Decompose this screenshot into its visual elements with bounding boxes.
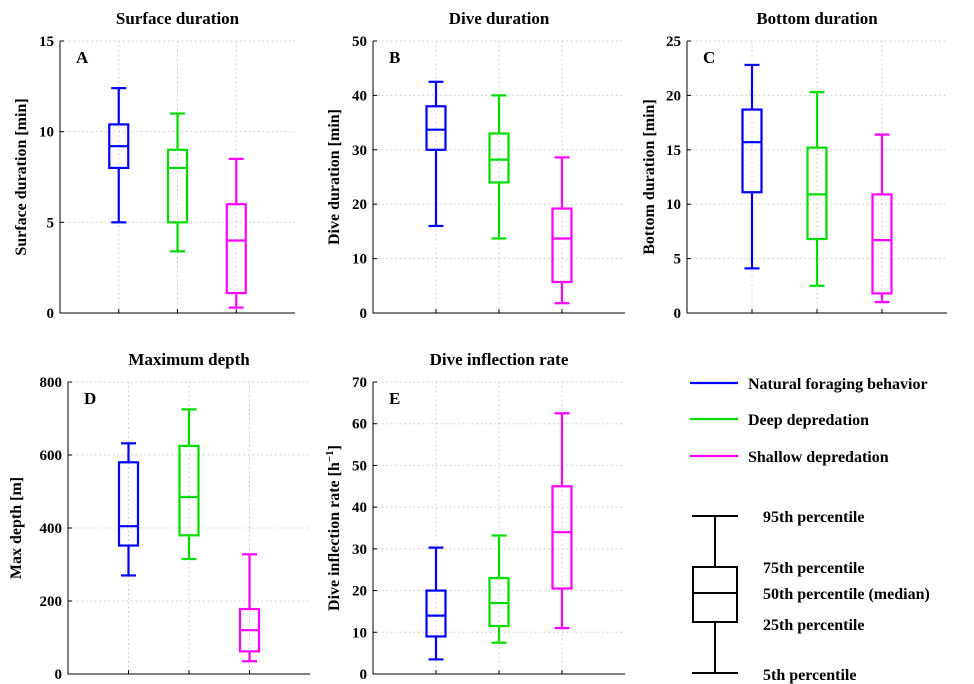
y-tick-label: 15 xyxy=(39,34,54,50)
y-axis-label: Dive duration [min] xyxy=(326,109,343,245)
box-deep xyxy=(178,408,200,561)
y-tick-label: 0 xyxy=(674,306,682,322)
y-tick-label: 10 xyxy=(352,252,367,268)
axes xyxy=(686,41,947,314)
panel-b: 0 10 20 30 40 50 Dive duration B Dive duration [… xyxy=(326,9,625,322)
panel-e: 0 10 20 30 40 50 60 70 Dive inflection rate E Dive… xyxy=(324,350,625,683)
y-tick-label: 40 xyxy=(352,88,367,104)
y-tick-label: 60 xyxy=(352,417,367,433)
y-tick-label: 30 xyxy=(352,143,367,159)
panel-title: Dive inflection rate xyxy=(430,350,569,369)
axes xyxy=(67,382,310,675)
box-deep xyxy=(806,91,828,287)
y-tick-label: 50 xyxy=(352,34,367,50)
y-axis-label: Max depth [m] xyxy=(8,477,25,579)
key-label-p25: 25th percentile xyxy=(763,617,864,634)
box-deep xyxy=(488,534,510,644)
y-tick-label: 15 xyxy=(666,143,681,159)
panel-title: Surface duration xyxy=(116,9,240,28)
legend: Natural foraging behavior Deep depredati… xyxy=(690,376,930,684)
panel-label: E xyxy=(389,389,400,408)
axes xyxy=(372,41,625,314)
y-axis-label: Bottom duration [min] xyxy=(641,99,658,255)
box-shallow xyxy=(238,553,261,663)
box-natural xyxy=(117,442,140,577)
box-shallow xyxy=(871,133,893,304)
y-tick-label: 10 xyxy=(666,197,681,213)
axes xyxy=(59,41,295,314)
key-label-p5: 5th percentile xyxy=(763,667,856,684)
panel-title: Dive duration xyxy=(449,9,550,28)
y-tick-label: 20 xyxy=(666,88,681,104)
y-tick-label: 0 xyxy=(47,306,55,322)
y-tick-label: 50 xyxy=(352,458,367,474)
panel-a: 0 5 10 15 Surface duration A Surface duration … xyxy=(13,9,295,322)
y-tick-label: 400 xyxy=(40,521,63,537)
panel-label: C xyxy=(703,48,715,67)
box-shallow xyxy=(551,412,573,630)
y-tick-label: 20 xyxy=(352,197,367,213)
y-tick-label: 0 xyxy=(55,667,63,683)
panel-label: A xyxy=(76,48,89,67)
panel-label: D xyxy=(84,389,96,408)
y-tick-label: 800 xyxy=(40,375,63,391)
iqr-box xyxy=(551,485,573,590)
legend-entry-natural: Natural foraging behavior xyxy=(690,376,928,393)
panel-title: Bottom duration xyxy=(756,9,878,28)
box-natural xyxy=(425,80,447,228)
panel-d: 0 200 400 600 800 Maximum depth D Max depth [m] xyxy=(8,350,310,683)
panel-title: Maximum depth xyxy=(128,350,250,369)
panels: 0 5 10 15 Surface duration A Surface duration … xyxy=(8,9,947,683)
legend-entry-shallow: Shallow depredation xyxy=(690,449,889,466)
box-natural xyxy=(741,63,763,270)
y-tick-label: 10 xyxy=(39,125,54,141)
axes xyxy=(372,382,625,675)
box-shallow xyxy=(551,156,573,305)
legend-label-natural: Natural foraging behavior xyxy=(748,376,928,393)
y-tick-label: 600 xyxy=(40,448,63,464)
box-deep xyxy=(488,94,510,240)
iqr-box xyxy=(741,108,763,194)
legend-entry-deep: Deep depredation xyxy=(690,412,869,429)
y-axis-label: Surface duration [min] xyxy=(13,98,30,255)
y-tick-label: 10 xyxy=(352,625,367,641)
y-tick-label: 5 xyxy=(47,215,55,231)
iqr-box xyxy=(425,105,447,151)
legend-label-shallow: Shallow depredation xyxy=(748,449,889,466)
key-box xyxy=(692,566,738,623)
box-natural xyxy=(108,87,130,224)
y-tick-label: 25 xyxy=(666,34,681,50)
box-shallow xyxy=(225,157,247,309)
y-tick-label: 40 xyxy=(352,500,367,516)
panel-c: 0 5 10 15 20 25 Bottom duration C Bottom duratio… xyxy=(641,9,947,322)
key-label-p75: 75th percentile xyxy=(763,560,864,577)
box-deep xyxy=(166,112,189,253)
y-tick-label: 0 xyxy=(360,306,368,322)
key-label-p50: 50th percentile (median) xyxy=(763,586,930,603)
panel-label: B xyxy=(389,48,400,67)
y-tick-label: 0 xyxy=(360,667,368,683)
y-tick-label: 30 xyxy=(352,542,367,558)
box-natural xyxy=(425,546,447,661)
key-label-p95: 95th percentile xyxy=(763,509,864,526)
legend-label-deep: Deep depredation xyxy=(748,412,869,429)
y-tick-label: 200 xyxy=(40,594,63,610)
y-tick-label: 70 xyxy=(352,375,367,391)
y-tick-label: 5 xyxy=(674,252,682,268)
y-axis-label: Dive inflection rate [h−1] xyxy=(324,445,343,611)
y-tick-label: 20 xyxy=(352,584,367,600)
boxplot-key: 95th percentile 75th percentile 50th per… xyxy=(692,509,930,684)
